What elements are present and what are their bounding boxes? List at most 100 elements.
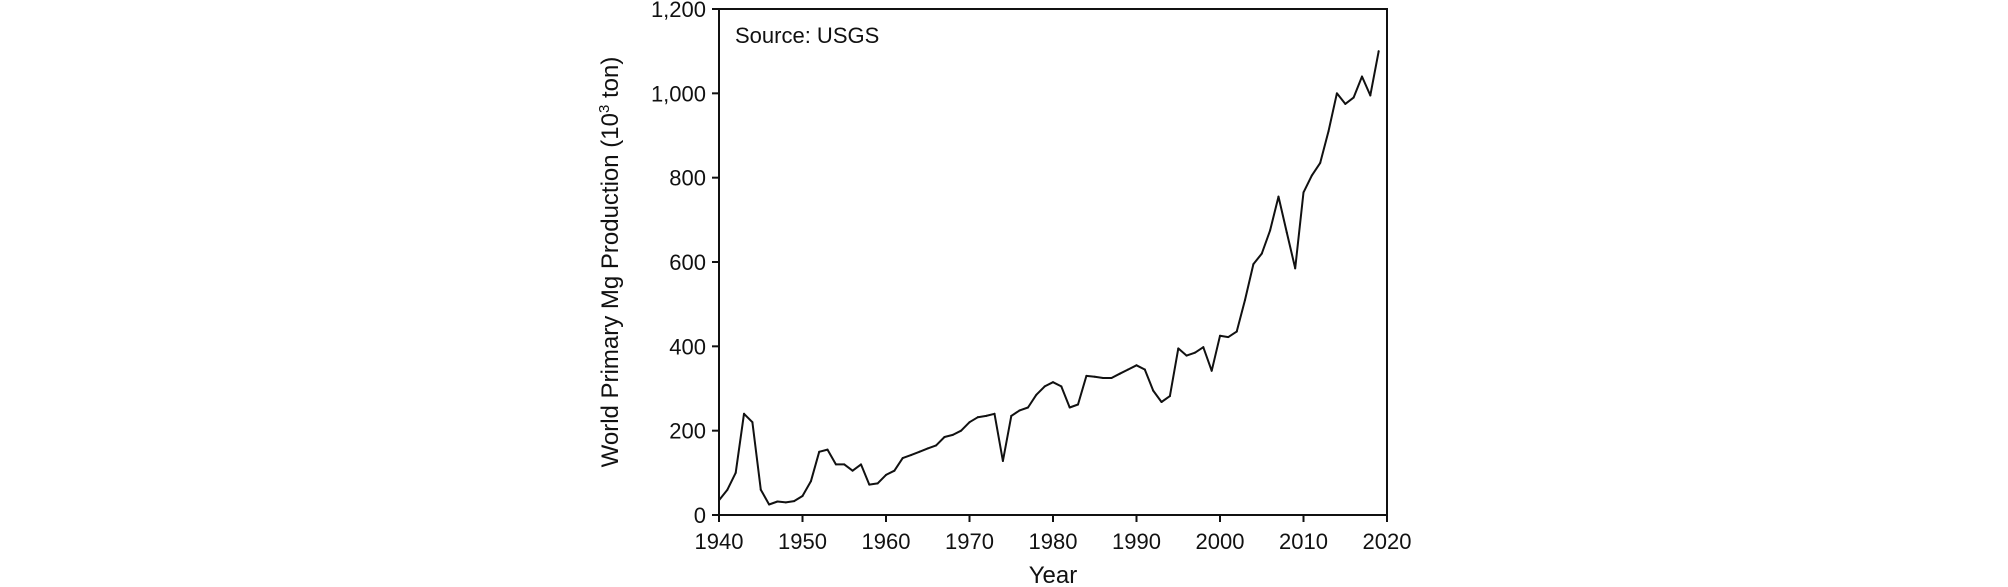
data-point	[893, 469, 896, 472]
x-tick-label: 1970	[945, 529, 994, 554]
x-axis: 1940 1950 1960 1970 1980 1990 2000 2010 2020	[695, 515, 1412, 554]
data-point	[1193, 351, 1196, 354]
data-point	[1269, 229, 1272, 232]
data-point	[1235, 330, 1238, 333]
data-point	[818, 450, 821, 453]
data-point	[734, 471, 737, 474]
data-point	[718, 499, 720, 502]
data-point	[743, 412, 746, 415]
data-point	[1277, 195, 1280, 198]
data-point	[1118, 372, 1121, 375]
data-point	[1177, 347, 1180, 350]
data-point	[1068, 406, 1071, 409]
data-point	[768, 503, 771, 506]
data-point	[918, 450, 921, 453]
y-tick-label: 800	[669, 166, 706, 191]
data-point	[1168, 395, 1171, 398]
data-point	[1035, 393, 1038, 396]
data-point	[751, 421, 754, 424]
data-points	[718, 50, 1380, 506]
data-point	[943, 435, 946, 438]
data-point	[1260, 252, 1263, 255]
data-point	[726, 488, 729, 491]
data-point	[985, 414, 988, 417]
y-tick-label: 200	[669, 419, 706, 444]
y-tick-label: 0	[694, 503, 706, 528]
y-tick-label: 1,000	[651, 81, 706, 106]
y-axis-title-main: World Primary Mg Production (10	[597, 113, 624, 467]
data-point	[1102, 376, 1105, 379]
data-point	[759, 488, 762, 491]
data-point	[1369, 94, 1372, 97]
data-point	[1294, 267, 1297, 270]
x-tick-label: 1940	[695, 529, 744, 554]
data-point	[876, 482, 879, 485]
x-tick-label: 1950	[778, 529, 827, 554]
source-annotation: Source: USGS	[735, 23, 879, 48]
data-point	[1210, 369, 1213, 372]
data-point	[1252, 263, 1255, 266]
data-point	[1360, 75, 1363, 78]
plot-frame	[718, 8, 1388, 516]
data-point	[776, 500, 779, 503]
data-point	[1285, 231, 1288, 234]
y-tick-label: 1,200	[651, 0, 706, 22]
data-point	[1001, 460, 1004, 463]
data-point	[968, 421, 971, 424]
x-tick-label: 2020	[1363, 529, 1412, 554]
data-point	[1160, 400, 1163, 403]
data-point	[1018, 409, 1021, 412]
data-point	[1219, 334, 1221, 337]
y-axis-title: World Primary Mg Production (103 ton)	[596, 57, 624, 468]
data-point	[885, 473, 887, 476]
data-point	[1152, 389, 1155, 392]
data-point	[1026, 406, 1029, 409]
data-point	[1319, 161, 1322, 164]
data-point	[843, 463, 846, 466]
data-point	[1093, 375, 1096, 378]
data-point	[1052, 381, 1054, 384]
data-point	[1327, 130, 1330, 133]
data-point	[993, 412, 996, 415]
data-point	[1227, 336, 1230, 339]
x-tick-label: 1980	[1029, 529, 1078, 554]
data-point	[1060, 385, 1063, 388]
x-tick-label: 2010	[1279, 529, 1328, 554]
data-point	[851, 469, 854, 472]
data-point	[1143, 368, 1146, 371]
data-point	[1202, 346, 1205, 349]
data-point	[801, 495, 804, 498]
data-point	[1352, 96, 1355, 99]
x-tick-label: 1990	[1112, 529, 1161, 554]
y-axis-title-exponent: 3	[596, 105, 613, 113]
y-tick-label: 600	[669, 250, 706, 275]
data-point	[1077, 403, 1080, 406]
data-point	[951, 433, 954, 436]
data-point	[793, 500, 796, 503]
data-point	[901, 457, 904, 460]
data-point	[834, 463, 837, 466]
data-point	[1310, 174, 1313, 177]
data-point	[784, 501, 787, 504]
y-tick-label: 400	[669, 334, 706, 359]
data-point	[809, 480, 812, 483]
data-point	[910, 454, 913, 457]
data-point	[859, 463, 862, 466]
data-point	[1043, 385, 1046, 388]
y-axis: 0 200 400 600 800 1,000 1,200	[651, 0, 719, 528]
data-point	[1110, 376, 1113, 379]
data-point	[1185, 354, 1188, 357]
data-point	[935, 444, 938, 447]
data-point	[868, 483, 871, 486]
data-point	[1127, 368, 1130, 371]
x-tick-label: 1960	[862, 529, 911, 554]
data-point	[976, 416, 979, 419]
data-point	[1377, 50, 1380, 53]
data-point	[1335, 92, 1338, 95]
production-line	[718, 51, 1380, 506]
x-axis-title: Year	[1029, 562, 1078, 587]
data-point	[1085, 374, 1088, 377]
data-point	[1302, 191, 1305, 194]
data-point	[1244, 298, 1247, 301]
